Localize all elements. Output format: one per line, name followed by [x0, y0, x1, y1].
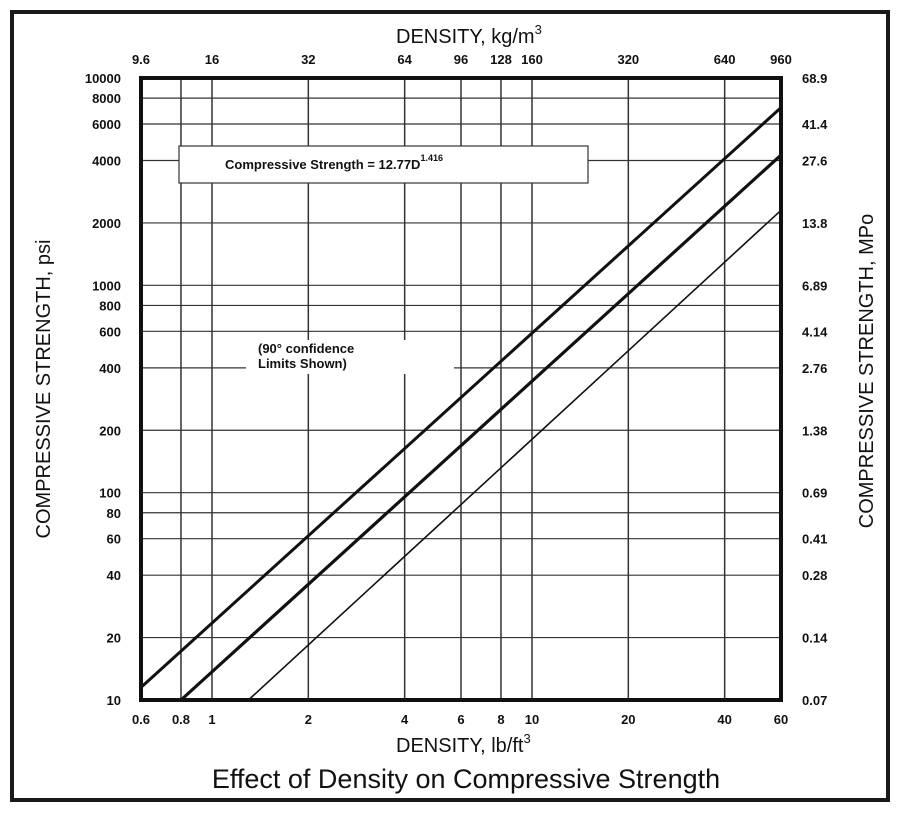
confidence-note-line1: (90° confidence — [258, 341, 354, 356]
y-tick-label-right: 0.07 — [802, 693, 827, 708]
y-tick-label-right: 6.89 — [802, 278, 827, 293]
x-tick-label-bottom: 1 — [208, 712, 215, 727]
y-tick-label-right: 4.14 — [802, 324, 828, 339]
y-tick-label-left: 100 — [99, 486, 121, 501]
tick-labels: 0.6 0.8 1 2 4 6 8 10 20 40 60 9.6 16 32 64 96 128 160 320 6… — [85, 52, 828, 727]
x-tick-label-top: 128 — [490, 52, 512, 67]
y-tick-label-right: 1.38 — [802, 423, 827, 438]
x-tick-label-bottom: 60 — [774, 712, 788, 727]
y-tick-label-right: 0.69 — [802, 486, 827, 501]
y-tick-label-right: 68.9 — [802, 71, 827, 86]
y-tick-label-right: 2.76 — [802, 361, 827, 376]
x-tick-label-bottom: 6 — [457, 712, 464, 727]
y-tick-label-left: 60 — [107, 532, 121, 547]
y-tick-label-left: 20 — [107, 631, 121, 646]
x-tick-label-top: 960 — [770, 52, 792, 67]
y-tick-label-left: 800 — [99, 298, 121, 313]
y-tick-label-left: 40 — [107, 568, 121, 583]
y-tick-label-left: 2000 — [92, 216, 121, 231]
equation-exponent: 1.416 — [420, 153, 443, 163]
x-tick-label-bottom: 0.8 — [172, 712, 190, 727]
series-line-lower-confidence — [247, 209, 782, 701]
x-axis-top-title: DENSITY, kg/m3 — [396, 22, 542, 48]
y-tick-label-left: 200 — [99, 423, 121, 438]
y-tick-label-left: 6000 — [92, 117, 121, 132]
confidence-note-line2: Limits Shown) — [258, 356, 347, 371]
y-axis-left-title: COMPRESSIVE STRENGTH, psi — [33, 240, 55, 539]
confidence-note-bg — [246, 340, 454, 374]
series-line-upper-confidence — [139, 106, 783, 689]
equation-text: Compressive Strength = 12.77D1.416 — [225, 153, 443, 172]
y-tick-label-right: 0.14 — [802, 631, 828, 646]
x-axis-top-title-sup: 3 — [535, 22, 542, 37]
y-tick-label-left: 80 — [107, 506, 121, 521]
series-line-fit — [179, 153, 783, 702]
x-tick-label-top: 9.6 — [132, 52, 150, 67]
x-tick-label-bottom: 4 — [401, 712, 409, 727]
y-tick-label-left: 4000 — [92, 154, 121, 169]
x-tick-label-top: 96 — [454, 52, 468, 67]
y-tick-label-right: 0.41 — [802, 532, 827, 547]
x-tick-label-bottom: 2 — [305, 712, 312, 727]
y-axis-right-title: COMPRESSIVE STRENGTH, MPo — [856, 214, 878, 529]
x-tick-label-top: 16 — [205, 52, 219, 67]
series-lines — [139, 106, 783, 702]
y-tick-label-left: 1000 — [92, 278, 121, 293]
y-tick-label-left: 10 — [107, 693, 121, 708]
x-axis-bottom-title-sup: 3 — [523, 731, 530, 746]
x-tick-label-top: 64 — [397, 52, 412, 67]
x-tick-label-bottom: 10 — [525, 712, 539, 727]
x-tick-label-top: 32 — [301, 52, 315, 67]
x-tick-label-bottom: 8 — [497, 712, 504, 727]
x-tick-label-top: 320 — [617, 52, 639, 67]
y-tick-label-left: 400 — [99, 361, 121, 376]
x-tick-label-top: 640 — [714, 52, 736, 67]
x-axis-bottom-title: DENSITY, lb/ft3 — [396, 731, 531, 757]
equation-box — [178, 145, 589, 184]
x-tick-label-bottom: 0.6 — [132, 712, 150, 727]
y-tick-label-right: 27.6 — [802, 154, 827, 169]
y-tick-label-left: 10000 — [85, 71, 121, 86]
x-tick-label-top: 160 — [521, 52, 543, 67]
x-axis-bottom-title-text: DENSITY, lb/ft — [396, 735, 524, 757]
equation-main: Compressive Strength = 12.77D — [225, 157, 420, 172]
y-tick-label-left: 8000 — [92, 91, 121, 106]
y-tick-label-left: 600 — [99, 324, 121, 339]
plot-area-border — [139, 76, 783, 702]
x-tick-label-bottom: 40 — [717, 712, 731, 727]
y-tick-label-right: 13.8 — [802, 216, 827, 231]
x-tick-label-bottom: 20 — [621, 712, 635, 727]
y-tick-label-right: 41.4 — [802, 117, 828, 132]
x-axis-top-title-text: DENSITY, kg/m — [396, 26, 535, 48]
y-tick-label-right: 0.28 — [802, 568, 827, 583]
chart-caption: Effect of Density on Compressive Strengt… — [212, 764, 720, 794]
